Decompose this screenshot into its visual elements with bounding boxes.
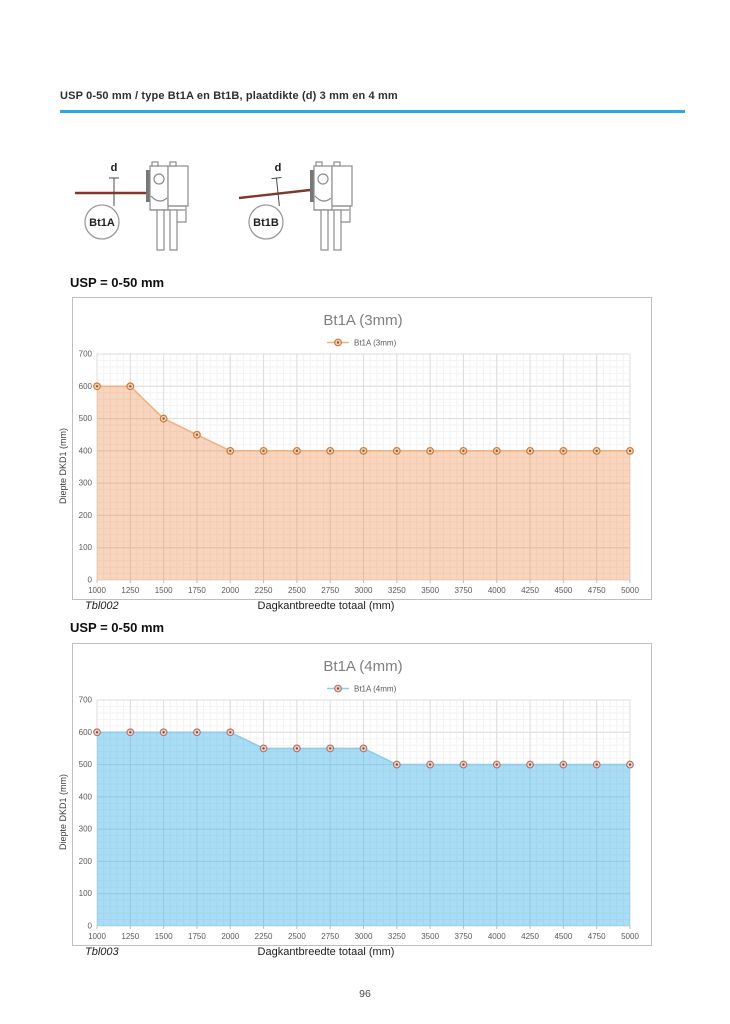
svg-text:1250: 1250 [121,932,139,941]
svg-text:1000: 1000 [88,932,106,941]
section-heading: USP = 0-50 mm [70,620,165,635]
svg-text:3250: 3250 [388,586,406,595]
svg-text:200: 200 [79,857,93,866]
svg-text:400: 400 [79,792,93,801]
chart-bt1a-3mm: Diepte DKD1 (mm) 1000 1250 1500 1750 2000 225… [58,297,664,600]
x-axis-title: Dagkantbreedte totaal (mm) [257,600,395,612]
svg-text:600: 600 [79,728,93,737]
svg-text:4750: 4750 [588,932,606,941]
svg-text:5000: 5000 [621,586,639,595]
svg-text:200: 200 [79,511,93,520]
label-bubble [84,204,120,240]
svg-text:0: 0 [88,576,93,585]
window-profile-sketch [146,161,189,251]
svg-text:4000: 4000 [488,932,506,941]
table-caption: Tbl003 [85,946,119,958]
svg-text:2500: 2500 [288,932,306,941]
svg-text:Bt1A (4mm): Bt1A (4mm) [354,685,397,694]
svg-text:1500: 1500 [155,586,173,595]
diagram-label: Bt1A [89,217,115,229]
header-accent-rule [60,110,685,113]
diagram-label: Bt1B [253,217,279,229]
svg-text:4500: 4500 [554,932,572,941]
svg-text:3500: 3500 [421,586,439,595]
svg-text:3500: 3500 [421,932,439,941]
page-number: 96 [359,988,371,1000]
dimension-mark [109,177,119,206]
svg-text:2250: 2250 [255,586,273,595]
chart-frame: 1000 1250 1500 1750 2000 2250 2500 2750 3000 3250… [72,297,652,600]
svg-text:3250: 3250 [388,932,406,941]
svg-text:100: 100 [79,543,93,552]
svg-text:2000: 2000 [221,586,239,595]
svg-text:1250: 1250 [121,586,139,595]
svg-text:1750: 1750 [188,932,206,941]
svg-text:1750: 1750 [188,586,206,595]
section-heading: USP = 0-50 mm [70,275,165,290]
svg-text:2750: 2750 [321,932,339,941]
svg-text:3750: 3750 [455,586,473,595]
chart-bt1a-4mm: Diepte DKD1 (mm) 1000 1250 1500 1750 2000 225… [58,643,664,946]
svg-text:0: 0 [88,922,93,931]
window-profile-sketch [310,161,353,251]
svg-text:3000: 3000 [355,932,373,941]
svg-text:700: 700 [79,350,93,359]
svg-text:2000: 2000 [221,932,239,941]
svg-text:600: 600 [79,382,93,391]
svg-text:700: 700 [79,696,93,705]
svg-text:4500: 4500 [554,586,572,595]
area-chart-4mm: 1000 1250 1500 1750 2000 2250 2500 2750 3000 3250… [79,658,640,941]
svg-text:4250: 4250 [521,586,539,595]
y-axis-title: Diepte DKD1 (mm) [58,428,68,505]
profile-diagrams: d Bt1A [73,156,387,261]
svg-text:1500: 1500 [155,932,173,941]
page-header: USP 0-50 mm / type Bt1A en Bt1B, plaatdi… [60,90,685,113]
svg-text:4000: 4000 [488,586,506,595]
diagram-bt1a: d Bt1A [75,161,189,251]
svg-text:400: 400 [79,446,93,455]
svg-text:2750: 2750 [321,586,339,595]
svg-text:Bt1A (3mm): Bt1A (3mm) [323,312,402,329]
table-caption: Tbl002 [85,600,119,612]
dimension-label: d [111,162,118,174]
svg-text:3750: 3750 [455,932,473,941]
svg-text:4250: 4250 [521,932,539,941]
svg-text:2250: 2250 [255,932,273,941]
svg-text:300: 300 [79,479,93,488]
svg-text:3000: 3000 [355,586,373,595]
dimension-mark [271,177,282,206]
plate-line [238,188,311,200]
svg-text:500: 500 [79,760,93,769]
label-bubble [248,204,284,240]
svg-text:Bt1A (3mm): Bt1A (3mm) [354,339,397,348]
svg-text:1000: 1000 [88,586,106,595]
svg-text:300: 300 [79,825,93,834]
diagram-bt1b: d Bt1B [238,161,353,251]
x-axis-title: Dagkantbreedte totaal (mm) [257,946,395,958]
caption-row: Tbl003 Dagkantbreedte totaal (mm) [60,946,592,962]
caption-row: Tbl002 Dagkantbreedte totaal (mm) [60,600,592,616]
svg-text:5000: 5000 [621,932,639,941]
svg-text:2500: 2500 [288,586,306,595]
area-chart-3mm: 1000 1250 1500 1750 2000 2250 2500 2750 3000 3250… [79,312,640,595]
y-axis-title: Diepte DKD1 (mm) [58,774,68,851]
dimension-label: d [275,162,282,174]
svg-text:Bt1A (4mm): Bt1A (4mm) [323,658,402,675]
svg-text:4750: 4750 [588,586,606,595]
svg-text:500: 500 [79,414,93,423]
chart-frame: 1000 1250 1500 1750 2000 2250 2500 2750 3000 3250… [72,643,652,946]
header-title: USP 0-50 mm / type Bt1A en Bt1B, plaatdi… [60,90,398,102]
svg-text:100: 100 [79,889,93,898]
